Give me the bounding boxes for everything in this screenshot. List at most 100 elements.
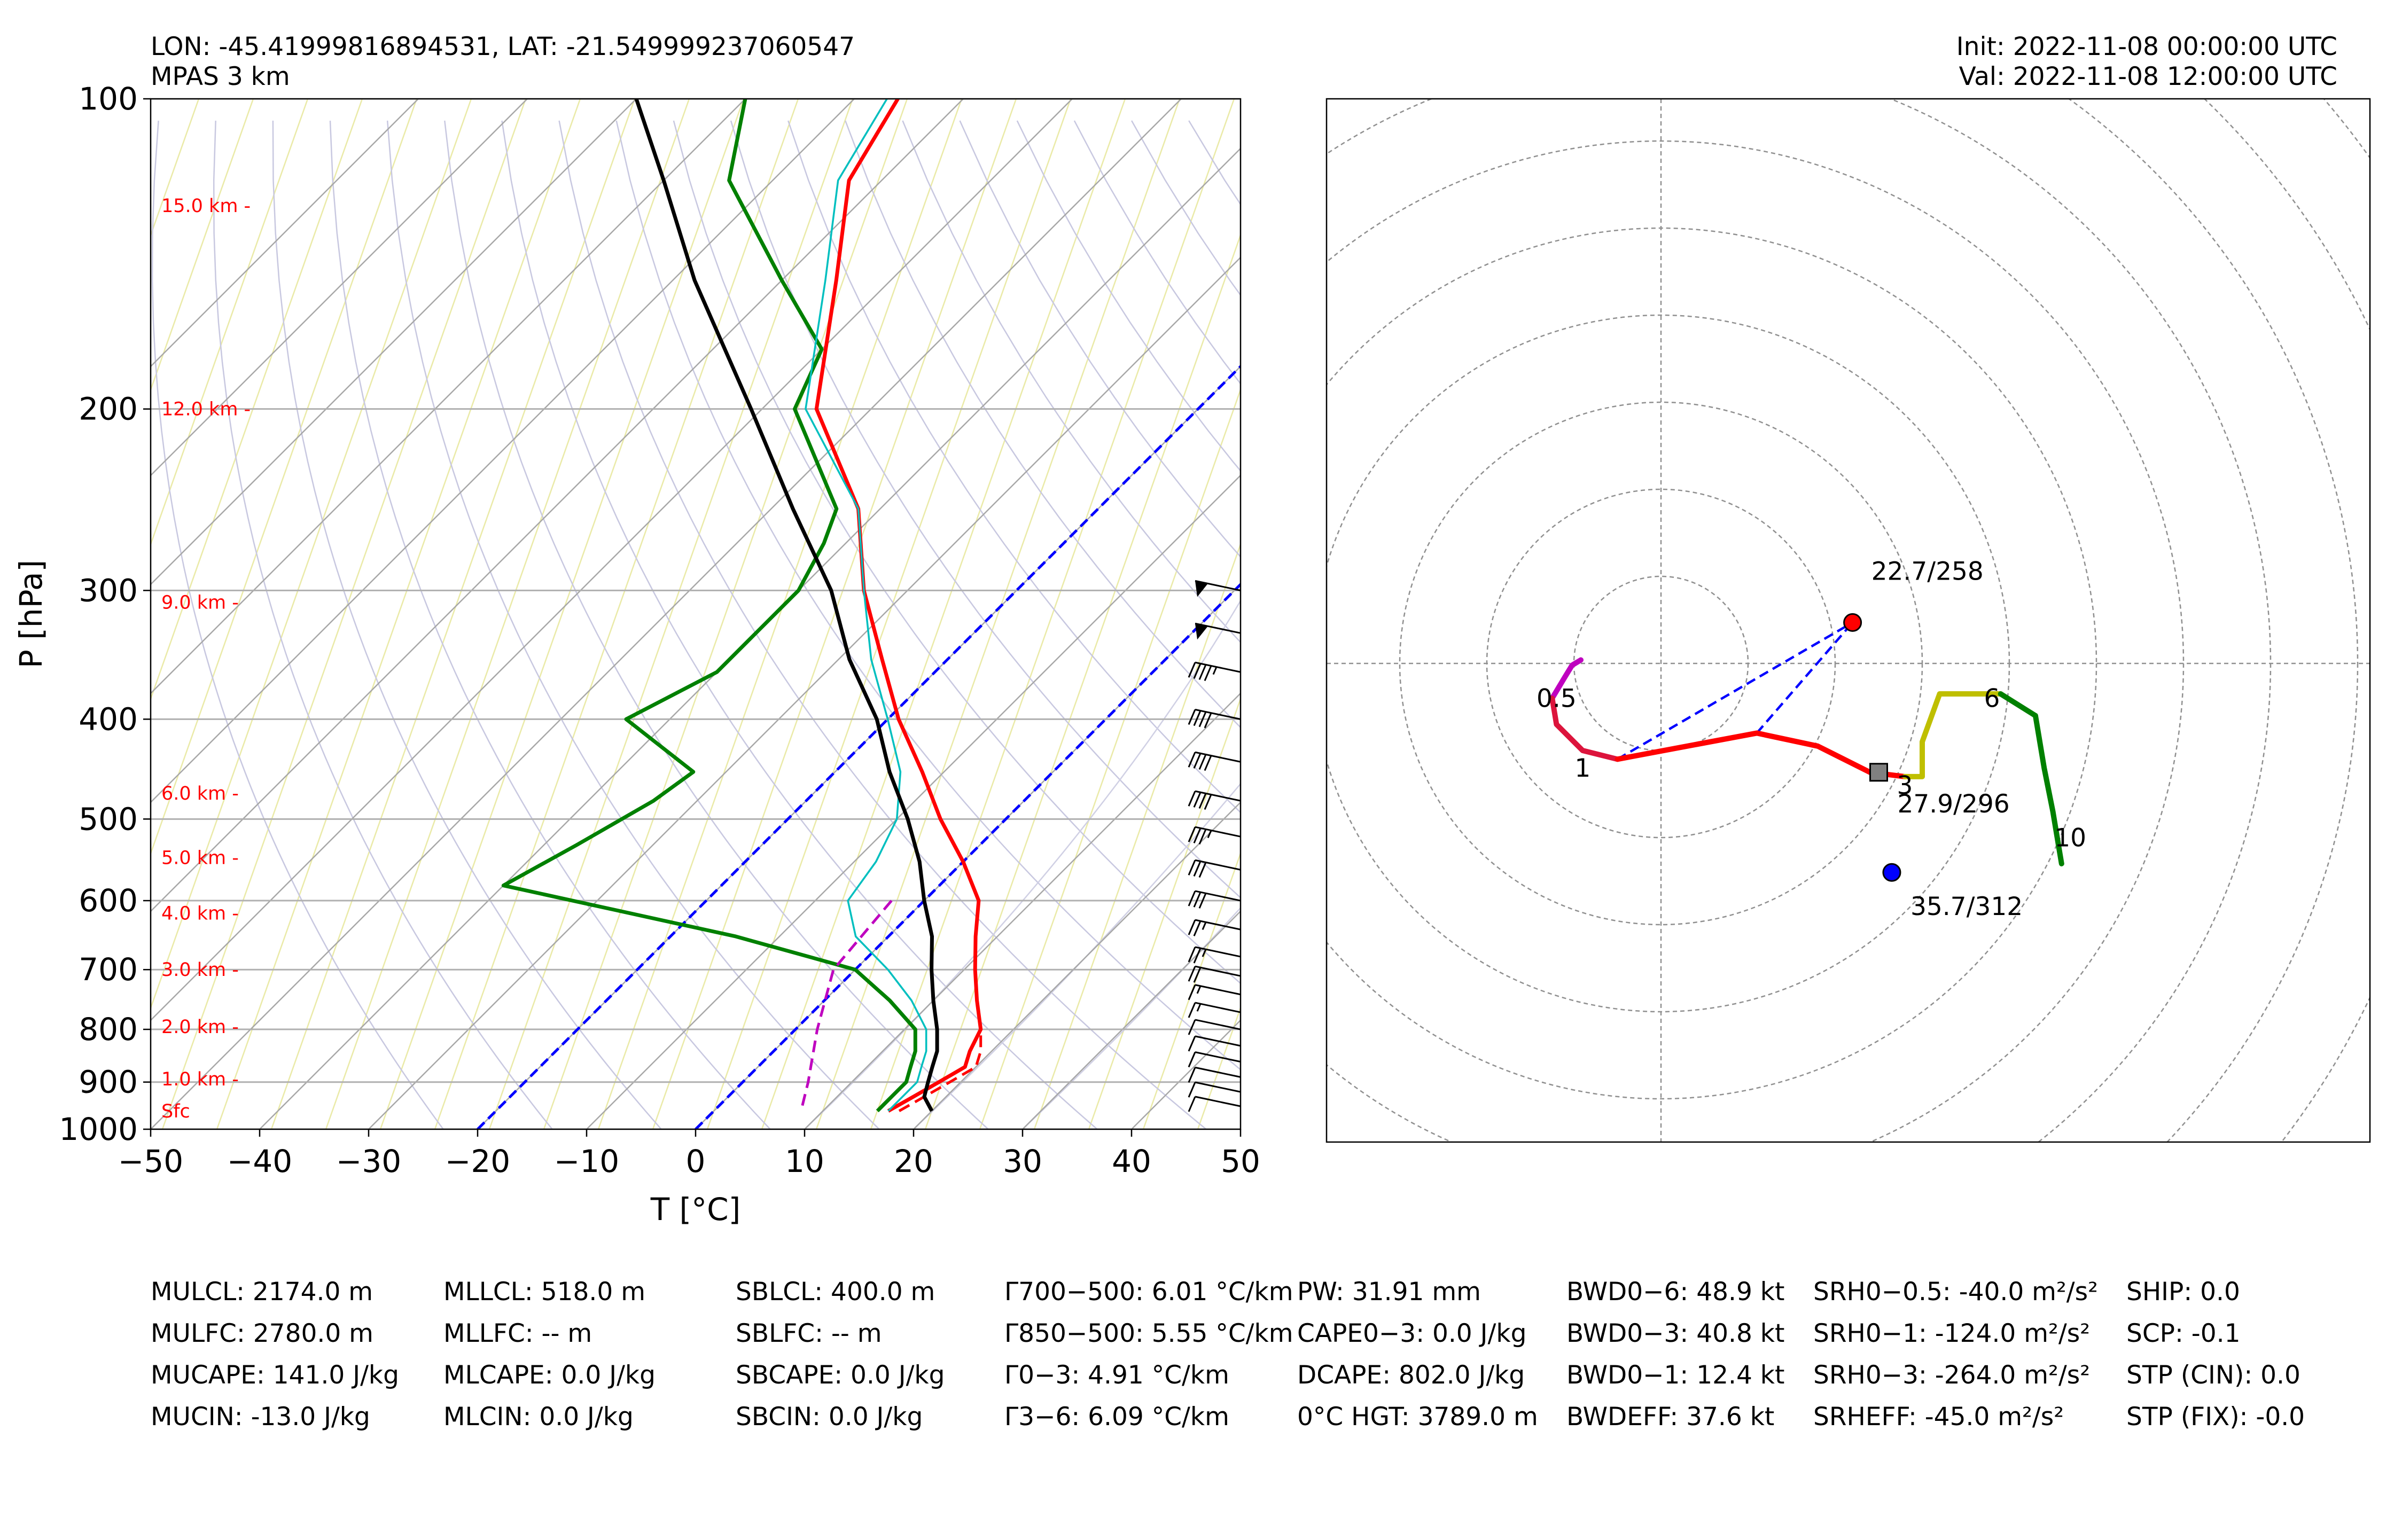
hodo-segment: [1615, 730, 1908, 779]
dry-adiabat: [1589, 121, 2402, 1151]
isotherm-line: [1240, 1128, 1241, 1129]
isotherm-line: [151, 99, 1073, 1021]
stats-column: PW: 31.91 mm CAPE0−3: 0.0 J/kg DCAPE: 802.…: [1297, 1271, 1538, 1438]
isotherm-line: [151, 99, 855, 803]
y-tick-label: 700: [79, 951, 138, 988]
moist-adiabat: [804, 599, 1241, 1129]
stat-item: MLLFC: -- m: [443, 1319, 592, 1348]
mixing-ratio-line: [597, 99, 963, 1129]
mixing-ratio-line: [151, 99, 472, 1010]
dry-adiabat: [1131, 120, 1241, 296]
barb-full: [1188, 791, 1196, 807]
barb-full: [1193, 753, 1202, 769]
height-label: 2.0 km -: [161, 1017, 239, 1038]
mixing-ratio-line: [870, 99, 1235, 1129]
y-tick-label: 200: [79, 391, 138, 427]
wind-barb: [1188, 1019, 1241, 1035]
dewpoint-line: [501, 99, 917, 1113]
barb-staff: [1195, 984, 1241, 996]
mixing-ratio-line: [1142, 851, 1241, 1129]
mixing-ratio-line: [979, 387, 1241, 1129]
barb-half: [1196, 986, 1202, 994]
hodo-height-label: 3: [1897, 771, 1913, 801]
barb-half: [1202, 921, 1207, 930]
isotherm-line: [151, 99, 637, 585]
x-tick-label: 10: [785, 1143, 824, 1179]
y-tick-label: 300: [79, 572, 138, 608]
moist-adiabat: [913, 783, 1241, 1129]
x-tick-label: −20: [445, 1143, 510, 1179]
barb-full: [1188, 752, 1196, 768]
dry-adiabat: [444, 120, 989, 1129]
stat-item: Γ3−6: 6.09 °C/km: [1004, 1402, 1229, 1432]
stat-item: PW: 31.91 mm: [1297, 1277, 1481, 1307]
mixing-ratio-line: [1197, 1006, 1241, 1129]
location-label: LON: -45.41999816894531, LAT: -21.549999…: [151, 32, 855, 61]
wind-barb: [1188, 826, 1241, 845]
isotherm-line: [1022, 910, 1241, 1129]
barb-full: [1193, 920, 1202, 936]
mixing-ratio-line: [761, 99, 1126, 1129]
stat-item: MUCIN: -13.0 J/kg: [151, 1402, 370, 1432]
x-axis-label: T [°C]: [650, 1191, 741, 1228]
stat-item: 0°C HGT: 3789.0 m: [1297, 1402, 1538, 1432]
hodo-segment: [1902, 691, 2003, 779]
stat-item: Γ700−500: 6.01 °C/km: [1004, 1277, 1293, 1307]
stat-item: STP (FIX): -0.0: [2126, 1402, 2305, 1432]
height-label: 9.0 km -: [161, 592, 239, 613]
y-tick-label: 100: [79, 81, 138, 117]
downdraft-parcel-line: [799, 900, 893, 1112]
barb-staff: [1195, 1002, 1241, 1013]
height-label: 6.0 km -: [161, 783, 239, 804]
stat-item: MUCAPE: 141.0 J/kg: [151, 1361, 399, 1390]
barb-full: [1188, 662, 1196, 678]
x-tick-label: −10: [554, 1143, 619, 1179]
mixing-ratio-line: [1088, 697, 1241, 1129]
dry-adiabat: [1246, 121, 2402, 1151]
mixing-ratio-line: [216, 99, 581, 1129]
wind-barb: [1188, 919, 1241, 936]
barb-half: [1202, 949, 1207, 957]
hodo-ring: [2203, 99, 2370, 1142]
highlight-isotherm: [477, 364, 1241, 1129]
x-tick-label: 50: [1221, 1143, 1260, 1179]
isotherm-line: [151, 99, 528, 476]
y-tick-label: 500: [79, 801, 138, 837]
dry-adiabat: [213, 120, 553, 1129]
hodo-height-label: 6: [1984, 684, 2000, 714]
barb-half: [1212, 666, 1218, 675]
mixing-ratio-line: [151, 99, 363, 701]
stat-item: MULFC: 2780.0 m: [151, 1319, 373, 1348]
y-tick-label: 800: [79, 1011, 138, 1047]
hodo-height-label: 0.5: [1537, 684, 1577, 714]
barb-full: [1193, 827, 1202, 843]
wind-barbs: [1188, 580, 1241, 1112]
storm-relative-line: [1756, 621, 1854, 734]
stats-column: Γ700−500: 6.01 °C/km Γ850−500: 5.55 °C/km…: [1004, 1271, 1293, 1438]
stat-item: MLCIN: 0.0 J/kg: [443, 1402, 634, 1432]
storm-relative-line: [1617, 621, 1853, 761]
stat-item: Γ850−500: 5.55 °C/km: [1004, 1319, 1293, 1348]
barb-staff: [1195, 1019, 1241, 1030]
isotherm-line: [1131, 1019, 1241, 1129]
barb-flag: [1195, 581, 1208, 597]
mixing-ratio-line: [706, 99, 1072, 1129]
stat-item: CAPE0−3: 0.0 J/kg: [1297, 1319, 1527, 1348]
mixing-ratio-line: [270, 99, 636, 1129]
wind-barb: [1188, 1066, 1241, 1083]
barb-full: [1198, 862, 1207, 878]
stat-item: SBLCL: 400.0 m: [736, 1277, 935, 1307]
isotherm-line: [913, 801, 1241, 1129]
barb-staff: [1195, 965, 1241, 977]
wind-barb: [1188, 751, 1241, 771]
x-tick-label: 40: [1112, 1143, 1151, 1179]
barb-full: [1188, 1096, 1196, 1112]
dry-adiabat: [1532, 121, 2402, 1151]
dry-adiabat: [787, 120, 1241, 814]
barb-full: [1198, 712, 1207, 728]
dry-adiabat: [151, 120, 444, 1129]
dry-adiabat: [1418, 121, 2402, 1151]
wind-barb: [1195, 622, 1241, 640]
init-time-label: Init: 2022-11-08 00:00:00 UTC: [1956, 32, 2337, 61]
